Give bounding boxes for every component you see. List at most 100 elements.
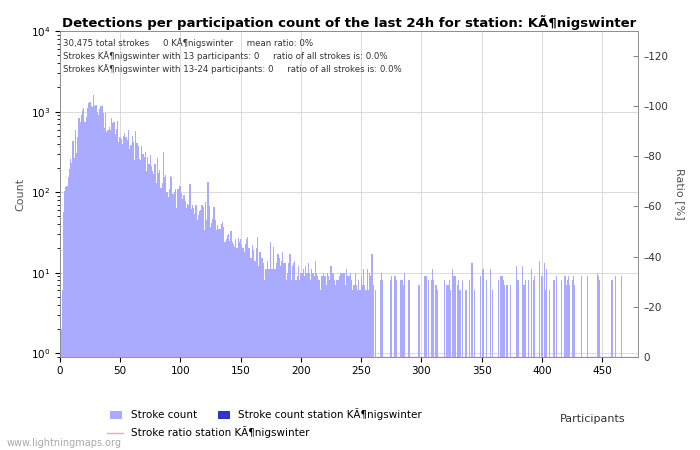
Bar [218, 229, 220, 450]
Bar [350, 273, 351, 450]
Bar [541, 276, 542, 450]
Bar [80, 122, 81, 450]
Bar [74, 158, 75, 450]
Bar [556, 276, 557, 450]
Bar [312, 273, 314, 450]
Bar [66, 186, 68, 450]
Bar [270, 242, 272, 450]
Bar [276, 263, 277, 450]
Bar [349, 276, 350, 450]
Bar [454, 276, 456, 450]
Bar [232, 242, 233, 450]
Bar [102, 106, 103, 450]
Bar [285, 263, 286, 450]
Bar [295, 280, 297, 450]
Bar [317, 276, 318, 450]
Bar [502, 276, 503, 450]
Bar [458, 280, 459, 450]
Bar [70, 159, 71, 450]
Bar [507, 285, 508, 450]
Bar [160, 189, 162, 450]
Bar [424, 276, 426, 450]
Bar [404, 273, 405, 450]
Bar [250, 258, 251, 450]
Bar [531, 269, 532, 450]
Bar [216, 230, 217, 450]
Bar [290, 280, 292, 450]
Bar [300, 273, 302, 450]
Bar [137, 146, 139, 450]
Bar [281, 261, 282, 450]
Bar [181, 193, 182, 450]
Title: Detections per participation count of the last 24h for station: KÃ¶nigswinter: Detections per participation count of th… [62, 15, 636, 30]
Bar [345, 285, 346, 450]
Bar [498, 280, 499, 450]
Bar [433, 280, 434, 450]
Bar [152, 171, 153, 450]
Bar [100, 106, 102, 450]
Bar [302, 269, 304, 450]
Bar [85, 117, 87, 450]
Bar [234, 247, 235, 450]
Bar [252, 245, 253, 450]
Bar [125, 137, 127, 450]
Bar [164, 177, 165, 450]
Bar [346, 269, 347, 450]
Bar [99, 109, 100, 450]
Bar [572, 280, 573, 450]
Bar [135, 131, 136, 450]
Bar [72, 141, 74, 450]
Bar [316, 273, 317, 450]
Bar [284, 263, 285, 450]
Text: Participants: Participants [560, 414, 626, 424]
Bar [122, 144, 123, 450]
Bar [207, 182, 209, 450]
Bar [482, 269, 484, 450]
Bar [567, 280, 568, 450]
Bar [224, 242, 225, 450]
Bar [272, 247, 274, 450]
Bar [195, 205, 197, 450]
Bar [389, 280, 391, 450]
Bar [419, 285, 420, 450]
Bar [298, 266, 299, 450]
Bar [215, 220, 216, 450]
Bar [598, 276, 599, 450]
Bar [223, 227, 224, 450]
Bar [182, 199, 183, 450]
Bar [180, 186, 181, 450]
Bar [545, 290, 546, 450]
Bar [426, 276, 427, 450]
Bar [106, 132, 107, 450]
Bar [107, 130, 108, 450]
Bar [528, 280, 529, 450]
Bar [428, 280, 429, 450]
Stroke ratio station KÃ¶nigswinter [309, 354, 317, 360]
Bar [432, 269, 433, 450]
Bar [293, 263, 294, 450]
Bar [183, 195, 185, 450]
Bar [228, 234, 229, 450]
Bar [347, 276, 349, 450]
Bar [335, 285, 337, 450]
Bar [170, 176, 172, 450]
Bar [435, 285, 437, 450]
Bar [147, 158, 148, 450]
Bar [375, 290, 376, 450]
Bar [297, 276, 298, 450]
Bar [76, 153, 77, 450]
Bar [469, 280, 470, 450]
Y-axis label: Ratio [%]: Ratio [%] [675, 168, 685, 220]
Bar [311, 269, 312, 450]
Bar [128, 130, 129, 450]
Bar [621, 276, 622, 450]
Bar [242, 248, 244, 450]
Bar [169, 189, 170, 450]
Bar [332, 273, 334, 450]
Bar [503, 280, 504, 450]
Bar [116, 129, 117, 450]
Bar [132, 136, 133, 450]
Bar [318, 280, 320, 450]
Bar [263, 263, 264, 450]
Bar [486, 280, 487, 450]
